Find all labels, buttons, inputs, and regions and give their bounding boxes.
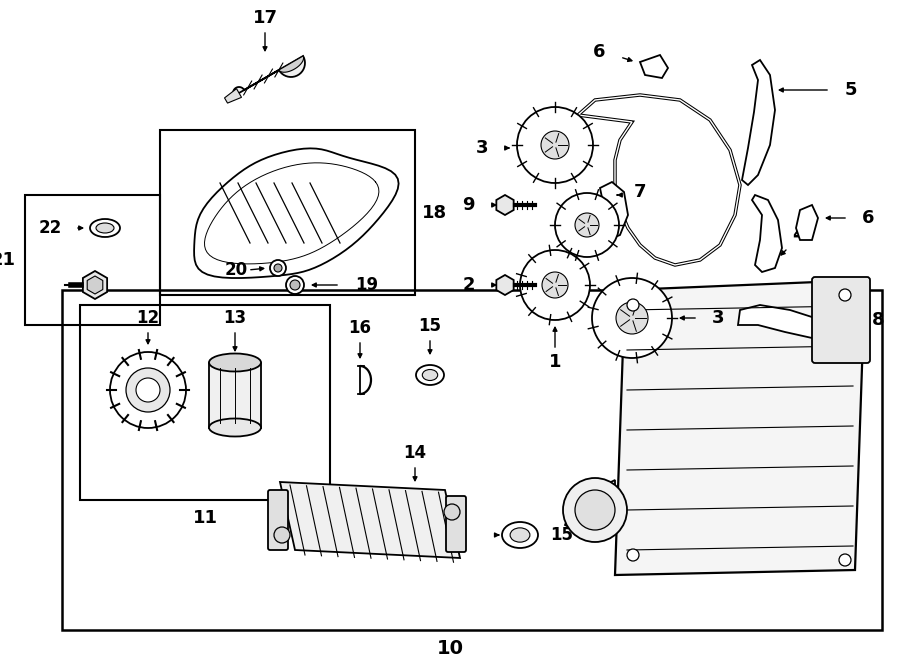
Circle shape <box>290 280 300 290</box>
Circle shape <box>517 107 593 183</box>
Circle shape <box>274 264 282 272</box>
Text: 18: 18 <box>422 204 447 221</box>
Circle shape <box>274 527 290 543</box>
Polygon shape <box>752 195 782 272</box>
Ellipse shape <box>422 369 437 381</box>
Polygon shape <box>87 276 103 294</box>
Text: 9: 9 <box>463 196 475 214</box>
Bar <box>62 290 882 630</box>
Circle shape <box>286 276 304 294</box>
Ellipse shape <box>90 219 120 237</box>
Text: 6: 6 <box>862 209 875 227</box>
Polygon shape <box>640 55 668 78</box>
Circle shape <box>575 213 599 237</box>
Polygon shape <box>615 280 865 575</box>
Polygon shape <box>565 480 615 535</box>
Circle shape <box>444 504 460 520</box>
Text: 16: 16 <box>348 319 372 337</box>
Ellipse shape <box>416 365 444 385</box>
Circle shape <box>555 193 619 257</box>
Ellipse shape <box>209 418 261 436</box>
Circle shape <box>575 490 615 530</box>
Ellipse shape <box>209 354 261 371</box>
FancyBboxPatch shape <box>268 490 288 550</box>
Text: 1: 1 <box>549 353 562 371</box>
Polygon shape <box>233 56 305 96</box>
Circle shape <box>839 554 851 566</box>
Text: 8: 8 <box>872 311 885 329</box>
Text: 21: 21 <box>0 251 15 269</box>
Text: 22: 22 <box>39 219 62 237</box>
Circle shape <box>126 368 170 412</box>
Bar <box>160 130 415 295</box>
Text: 19: 19 <box>355 276 378 294</box>
FancyBboxPatch shape <box>446 496 466 552</box>
Bar <box>209 362 261 428</box>
Circle shape <box>616 302 648 334</box>
Text: 20: 20 <box>225 261 248 279</box>
Text: 6: 6 <box>592 43 605 61</box>
Polygon shape <box>496 275 514 295</box>
Ellipse shape <box>510 528 530 542</box>
Text: 14: 14 <box>403 444 427 462</box>
Text: 12: 12 <box>137 309 159 327</box>
Text: 3: 3 <box>712 309 724 327</box>
Ellipse shape <box>502 522 538 548</box>
Circle shape <box>270 260 286 276</box>
Polygon shape <box>224 89 241 103</box>
Text: 13: 13 <box>223 309 247 327</box>
Polygon shape <box>796 205 818 240</box>
Polygon shape <box>738 305 818 338</box>
Bar <box>80 305 330 500</box>
FancyBboxPatch shape <box>812 277 870 363</box>
Circle shape <box>592 278 672 358</box>
Text: 2: 2 <box>463 276 475 294</box>
Polygon shape <box>279 56 303 72</box>
Text: 4: 4 <box>792 226 805 244</box>
Polygon shape <box>194 148 399 278</box>
Text: 11: 11 <box>193 509 218 527</box>
Text: 15: 15 <box>550 526 573 544</box>
Text: 10: 10 <box>436 639 464 658</box>
Text: 15: 15 <box>418 317 442 335</box>
Polygon shape <box>280 482 460 558</box>
Text: 5: 5 <box>845 81 858 99</box>
Circle shape <box>627 549 639 561</box>
Text: 17: 17 <box>253 9 277 27</box>
Circle shape <box>839 289 851 301</box>
Ellipse shape <box>96 223 114 233</box>
Circle shape <box>136 378 160 402</box>
Polygon shape <box>742 60 775 185</box>
Bar <box>25 195 160 325</box>
Polygon shape <box>83 271 107 299</box>
Text: 3: 3 <box>475 139 488 157</box>
Circle shape <box>541 131 569 159</box>
Circle shape <box>520 250 590 320</box>
Circle shape <box>627 299 639 311</box>
Text: 7: 7 <box>634 183 646 201</box>
Circle shape <box>110 352 186 428</box>
Circle shape <box>542 272 568 298</box>
Circle shape <box>563 478 627 542</box>
Polygon shape <box>496 195 514 215</box>
Polygon shape <box>600 182 628 240</box>
